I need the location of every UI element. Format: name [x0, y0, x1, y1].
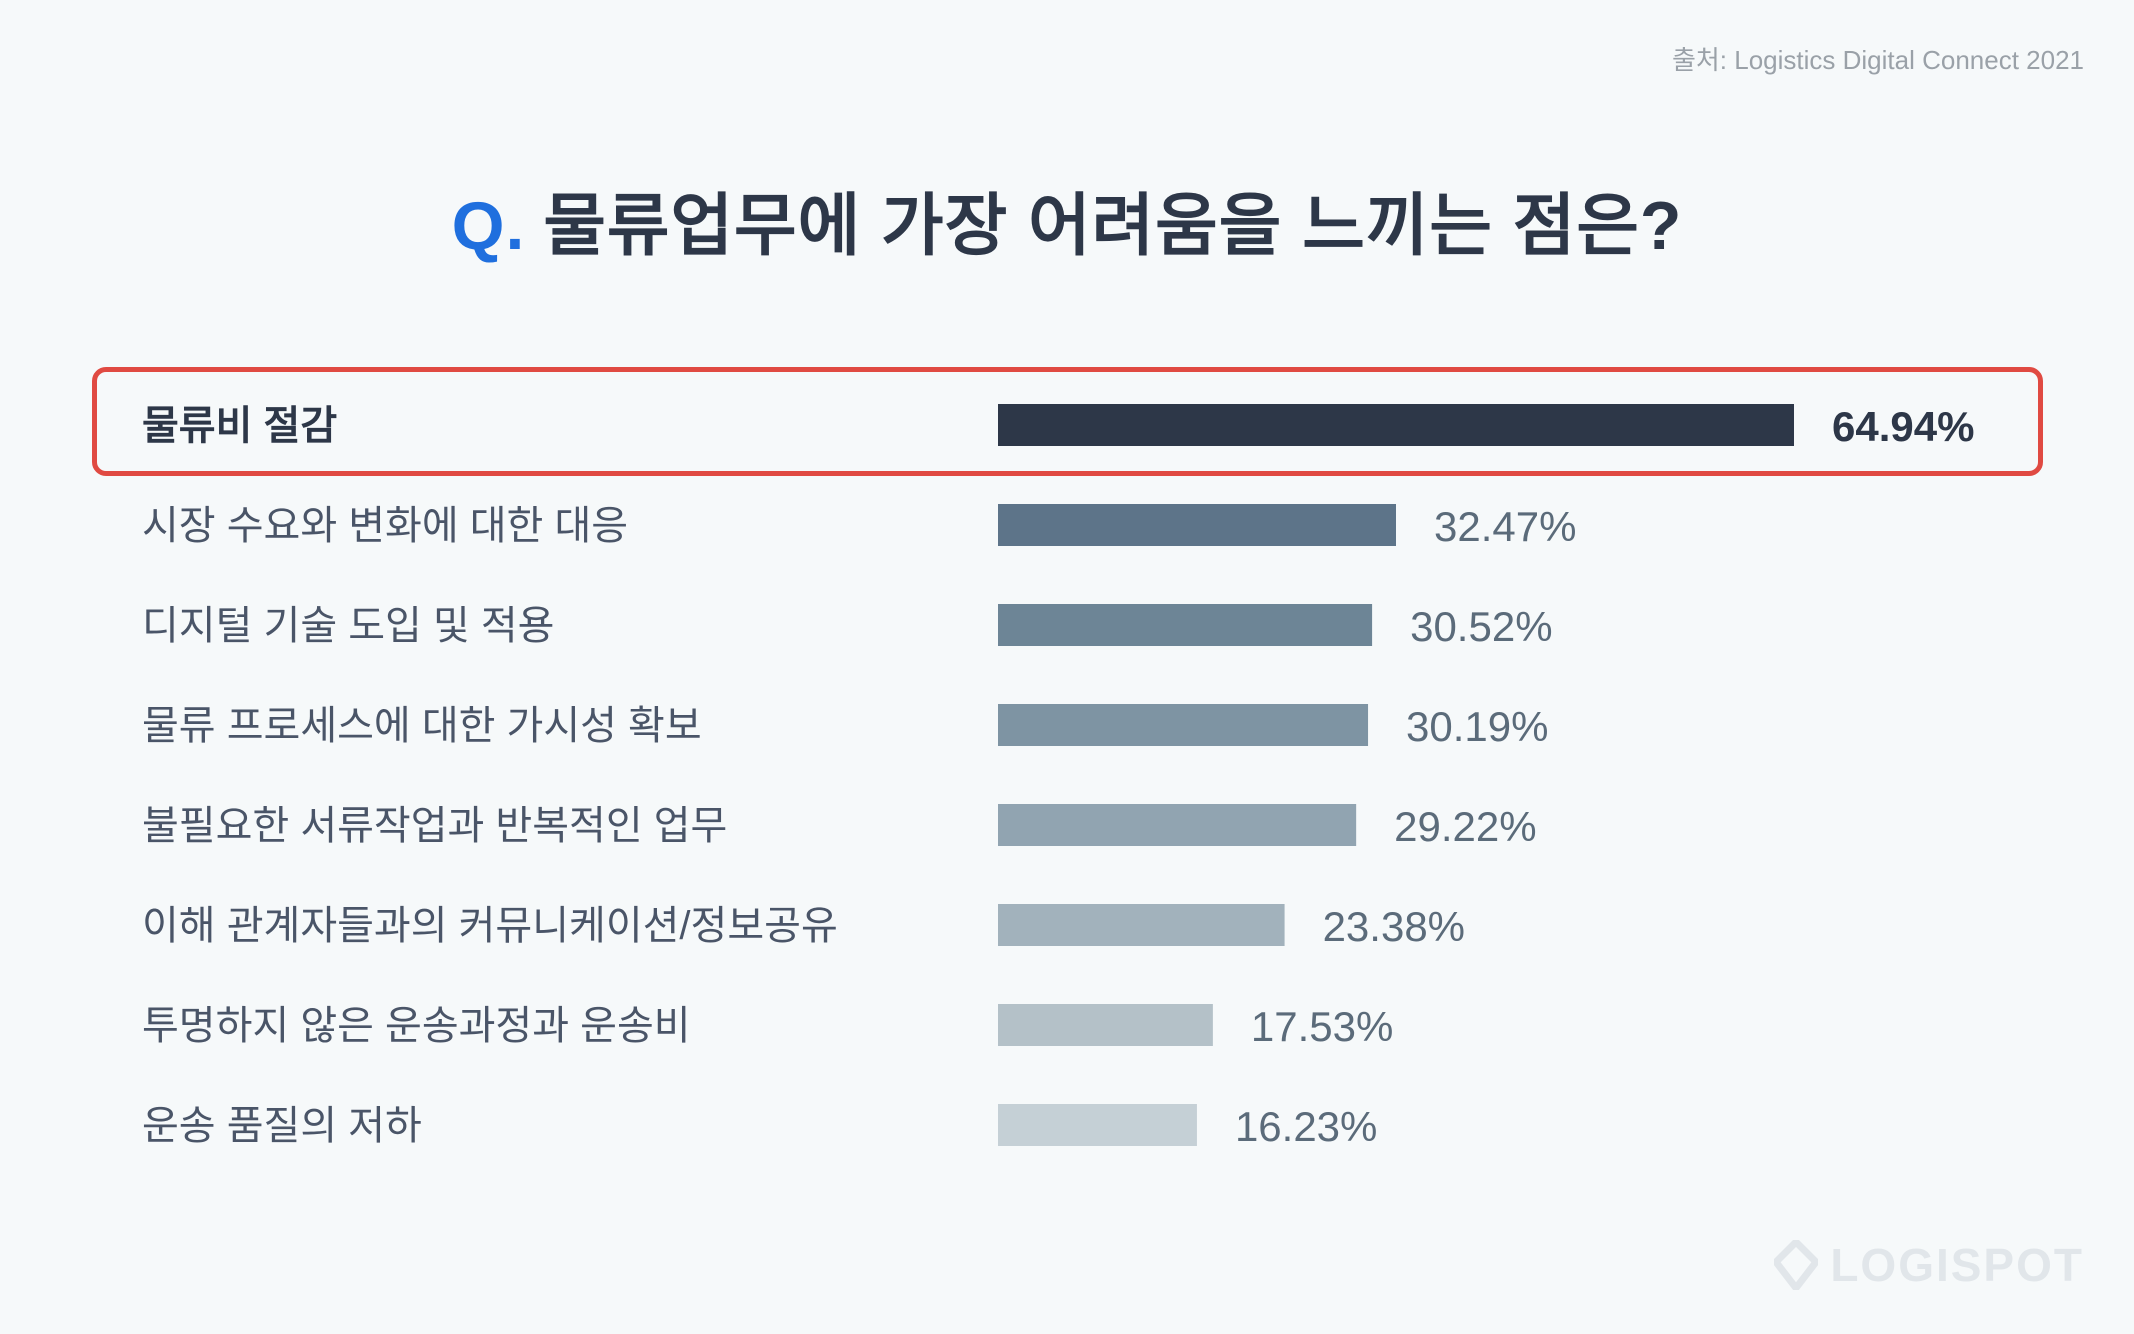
bar: [998, 604, 1373, 646]
category-label: 이해 관계자들과의 커뮤니케이션/정보공유: [142, 904, 838, 948]
category-label: 투명하지 않은 운송과정과 운송비: [142, 1004, 691, 1048]
bar: [998, 504, 1396, 546]
category-label: 운송 품질의 저하: [142, 1104, 422, 1148]
value-label: 32.47%: [1434, 503, 1576, 550]
value-label: 17.53%: [1251, 1003, 1393, 1050]
chart-title: Q. 물류업무에 가장 어려움을 느끼는 점은?: [0, 170, 2134, 269]
value-label: 30.19%: [1406, 703, 1548, 750]
value-label: 23.38%: [1323, 903, 1465, 950]
value-label: 30.52%: [1410, 603, 1552, 650]
category-label: 불필요한 서류작업과 반복적인 업무: [142, 804, 727, 848]
bar: [998, 704, 1369, 746]
value-label: 16.23%: [1235, 1103, 1377, 1150]
category-label: 시장 수요와 변화에 대한 대응: [142, 504, 628, 548]
bar: [998, 404, 1794, 446]
value-label: 29.22%: [1394, 803, 1536, 850]
highlight-box: [92, 367, 2043, 476]
logo-text: LOGISPOT: [1830, 1239, 2084, 1291]
category-label: 물류비 절감: [142, 404, 337, 448]
value-label: 64.94%: [1832, 403, 1974, 450]
source-note: 출처: Logistics Digital Connect 2021: [1671, 45, 2084, 75]
bar: [998, 904, 1285, 946]
bar: [998, 804, 1357, 846]
logo-diamond-icon: [1774, 1240, 1819, 1290]
title-prefix: Q.: [451, 188, 526, 264]
category-label: 디지털 기술 도입 및 적용: [142, 604, 554, 648]
category-label: 물류 프로세스에 대한 가시성 확보: [142, 704, 702, 748]
logispot-logo: LOGISPOT: [1774, 1238, 2084, 1292]
bar: [998, 1004, 1213, 1046]
title-text: 물류업무에 가장 어려움을 느끼는 점은?: [543, 188, 1683, 264]
bar: [998, 1104, 1197, 1146]
